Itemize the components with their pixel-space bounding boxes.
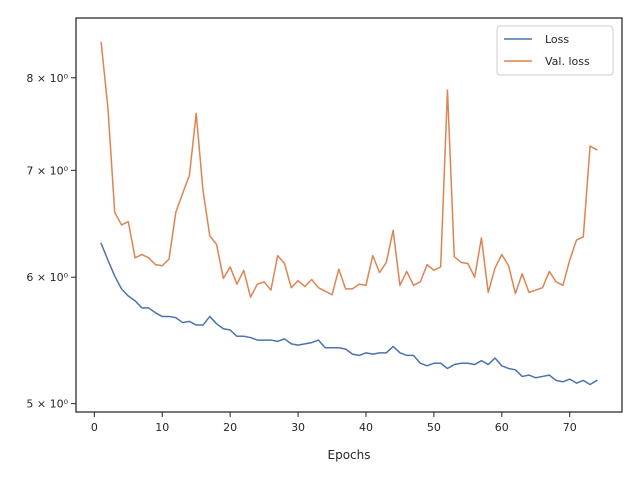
x-tick-label: 30 — [291, 421, 305, 434]
legend-label: Loss — [545, 33, 569, 46]
x-tick-label: 10 — [155, 421, 169, 434]
y-tick-label: 5 × 10⁰ — [26, 398, 68, 411]
x-tick-label: 60 — [495, 421, 509, 434]
y-tick-label: 7 × 10⁰ — [26, 164, 68, 177]
y-tick-label: 8 × 10⁰ — [26, 72, 68, 85]
plot-frame — [75, 17, 623, 413]
y-axis-ticks: 5 × 10⁰ 6 × 10⁰ 7 × 10⁰ 8 × 10⁰ — [26, 72, 76, 411]
series-layer — [100, 41, 598, 386]
x-tick-label: 70 — [563, 421, 577, 434]
x-axis-ticks: 0 10 20 30 40 50 60 70 — [91, 412, 577, 434]
x-tick-label: 40 — [359, 421, 373, 434]
x-axis-label: Epochs — [328, 448, 371, 462]
x-tick-label: 20 — [223, 421, 237, 434]
y-tick-label: 6 × 10⁰ — [26, 271, 68, 284]
legend: Loss Val. loss — [496, 25, 614, 76]
val-loss-line — [100, 41, 598, 298]
loss-line — [100, 242, 598, 386]
x-tick-label: 0 — [91, 421, 98, 434]
x-tick-label: 50 — [427, 421, 441, 434]
legend-label: Val. loss — [545, 55, 590, 68]
